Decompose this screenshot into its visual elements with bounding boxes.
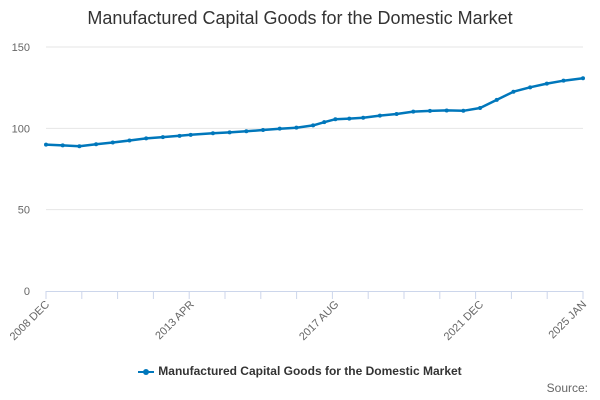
y-tick-label: 150	[12, 42, 30, 54]
y-tick-label: 0	[24, 286, 30, 298]
series-line[interactable]	[45, 76, 584, 148]
data-point[interactable]	[361, 115, 366, 120]
data-point[interactable]	[144, 136, 149, 141]
data-point[interactable]	[333, 117, 338, 122]
data-point[interactable]	[60, 143, 65, 148]
source-label: Source:	[546, 381, 588, 395]
data-point[interactable]	[377, 113, 382, 118]
data-point[interactable]	[478, 106, 483, 110]
data-point[interactable]	[394, 112, 399, 117]
data-point[interactable]	[277, 126, 282, 131]
data-point[interactable]	[347, 116, 352, 121]
data-point[interactable]	[411, 109, 416, 114]
x-tick-label: 2013 APR	[153, 299, 197, 343]
y-tick-label: 50	[18, 205, 30, 217]
chart-title: Manufactured Capital Goods for the Domes…	[87, 8, 513, 28]
data-point[interactable]	[177, 133, 182, 138]
data-point[interactable]	[322, 120, 327, 125]
data-point[interactable]	[528, 85, 533, 90]
data-point[interactable]	[511, 89, 516, 94]
data-point[interactable]	[461, 108, 466, 113]
data-point[interactable]	[110, 140, 115, 145]
data-point[interactable]	[561, 78, 566, 83]
data-point[interactable]	[210, 131, 215, 136]
data-point[interactable]	[294, 125, 299, 130]
data-point[interactable]	[581, 76, 585, 81]
data-point[interactable]	[77, 144, 82, 149]
data-point[interactable]	[94, 142, 99, 147]
data-point[interactable]	[544, 81, 549, 86]
data-point[interactable]	[160, 135, 165, 140]
x-tick-label: 2025 JAN	[546, 299, 589, 342]
x-tick-label: 2021 DEC	[442, 299, 486, 343]
data-point[interactable]	[494, 97, 499, 102]
data-point[interactable]	[261, 127, 266, 132]
legend-label: Manufactured Capital Goods for the Domes…	[158, 364, 462, 378]
legend[interactable]: Manufactured Capital Goods for the Domes…	[0, 364, 600, 378]
data-point[interactable]	[311, 123, 316, 128]
data-point[interactable]	[127, 138, 132, 143]
data-point[interactable]	[444, 108, 449, 113]
y-tick-label: 100	[12, 123, 30, 135]
data-point[interactable]	[427, 108, 432, 113]
legend-swatch	[138, 367, 155, 377]
data-point[interactable]	[244, 129, 249, 134]
data-point[interactable]	[188, 132, 193, 137]
x-tick-label: 2008 DEC	[8, 299, 52, 343]
x-tick-label: 2017 AUG	[297, 299, 341, 343]
data-point[interactable]	[227, 130, 232, 135]
data-point[interactable]	[44, 142, 48, 147]
